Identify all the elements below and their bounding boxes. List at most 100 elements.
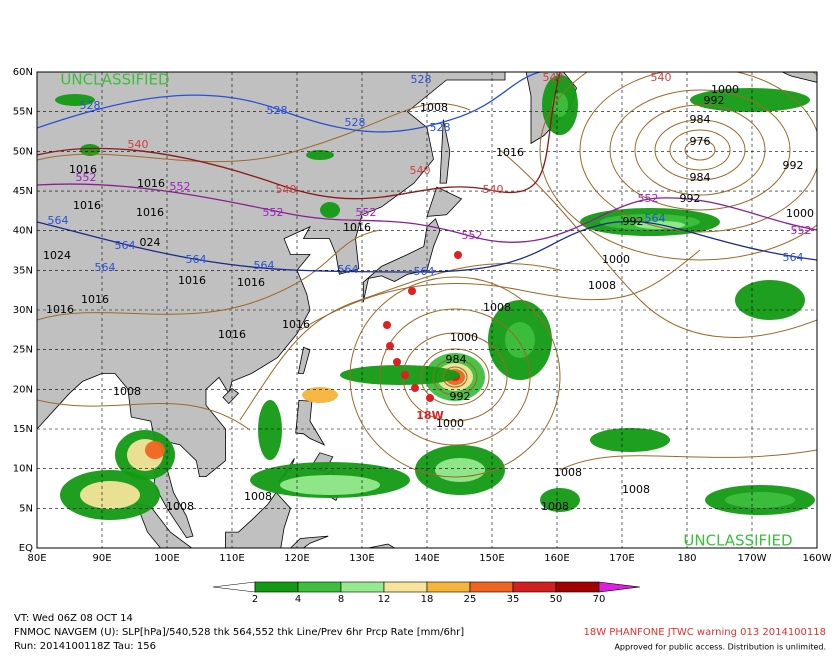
contour-label: 1008 [166, 500, 194, 513]
contour-label: 528 [345, 116, 366, 129]
colorbar-segment [383, 581, 428, 593]
contour-label: 1016 [69, 163, 97, 176]
contour-label: 540 [483, 183, 504, 196]
isobar [442, 366, 468, 388]
precip-area [540, 488, 580, 512]
map-layers: 18W 528 528 528 528 528 540 540 540 540 540 540 552 5… [37, 71, 817, 550]
contour-label: 540 [543, 71, 564, 84]
contour-label: 528 [267, 104, 288, 117]
isobar [634, 104, 766, 196]
precip-area [590, 428, 670, 452]
colorbar-end [598, 581, 641, 593]
contour-label: 1016 [137, 177, 165, 190]
contour-label: 992 [623, 215, 644, 228]
isobar [669, 129, 731, 171]
lon-label: 160W [803, 553, 832, 564]
colorbar-tick-label: 50 [550, 594, 563, 605]
contour-label: 552 [638, 192, 659, 205]
contour-label: 540 [410, 164, 431, 177]
precip-area [258, 400, 282, 460]
colorbar-segment [426, 581, 471, 593]
lon-label: 90E [92, 553, 111, 564]
storm-position [454, 251, 462, 259]
contour-label: 564 [645, 212, 666, 225]
lon-label: 100E [154, 553, 179, 564]
lon-label: 170E [609, 553, 634, 564]
precip-area [320, 202, 340, 218]
contour-label: 1000 [450, 331, 478, 344]
lat-label: 5N [19, 503, 33, 514]
contour-label: 1008 [588, 279, 616, 292]
contour-label: 1016 [81, 293, 109, 306]
contour-label: 992 [704, 94, 725, 107]
contour-label: 528 [411, 73, 432, 86]
contour-label: 1000 [786, 207, 814, 220]
contour-label: 528 [80, 99, 101, 112]
classification-mark: UNCLASSIFIED [683, 532, 792, 550]
contour-label: 564 [48, 214, 69, 227]
classification-mark: UNCLASSIFIED [60, 71, 169, 89]
colorbar-segment [469, 581, 514, 593]
isobar [420, 348, 490, 406]
contour-label: 1008 [113, 385, 141, 398]
isobar [609, 89, 791, 211]
lat-label: 40N [13, 226, 33, 237]
precip-area [340, 365, 460, 385]
colorbar-tick-label: 18 [421, 594, 434, 605]
precip-area [280, 475, 380, 495]
approval-note: Approved for public access. Distribution… [614, 643, 826, 652]
contour-label: 564 [338, 263, 359, 276]
lat-label: 25N [13, 345, 33, 356]
precip-area [302, 387, 338, 403]
colorbar-tick-label: 70 [593, 594, 606, 605]
isobar [379, 308, 531, 446]
contour-label: 1016 [343, 221, 371, 234]
contour-label: 552 [791, 224, 812, 237]
colorbar-segment [254, 581, 299, 593]
precip-area [552, 93, 568, 117]
storm-position [383, 321, 391, 329]
contour-label: 552 [356, 206, 377, 219]
lon-label: 80E [27, 553, 46, 564]
precip-area [435, 458, 485, 482]
contour-label: 1008 [622, 483, 650, 496]
lon-label: 140E [414, 553, 439, 564]
contour-label: 528 [430, 121, 451, 134]
contour-label: 564 [95, 261, 116, 274]
precip-area [505, 322, 535, 358]
contour-label: 1016 [46, 303, 74, 316]
contour-label: 1000 [711, 83, 739, 96]
contour-label: 540 [128, 138, 149, 151]
contour-label: 984 [690, 171, 711, 184]
isobar [559, 449, 817, 471]
isobar [499, 149, 817, 338]
isobar [432, 358, 478, 396]
land [426, 186, 463, 217]
lon-label: 120E [284, 553, 309, 564]
isobar [37, 229, 381, 321]
lon-label: 160E [544, 553, 569, 564]
lon-label: 130E [349, 553, 374, 564]
contour-label: 1016 [496, 146, 524, 159]
colorbar-end [212, 581, 256, 593]
colorbar-tick-label: 8 [338, 594, 344, 605]
precip-area [145, 441, 165, 459]
storm-position [408, 287, 416, 295]
isobar [239, 263, 561, 421]
contour-label: 1024 [43, 249, 71, 262]
contour-label: 564 [186, 253, 207, 266]
land [295, 399, 326, 446]
contour-label: 564 [254, 259, 275, 272]
lat-label: 45N [13, 186, 33, 197]
contour-label: 1016 [73, 199, 101, 212]
colorbar-tick-label: 4 [295, 594, 301, 605]
colorbar-segment [340, 581, 385, 593]
contour-label: 564 [115, 239, 136, 252]
contour-label: 992 [783, 159, 804, 172]
lon-label: 170W [738, 553, 767, 564]
isobar [37, 399, 251, 431]
contour-label: 1016 [136, 206, 164, 219]
colorbar-tick-label: 35 [507, 594, 520, 605]
